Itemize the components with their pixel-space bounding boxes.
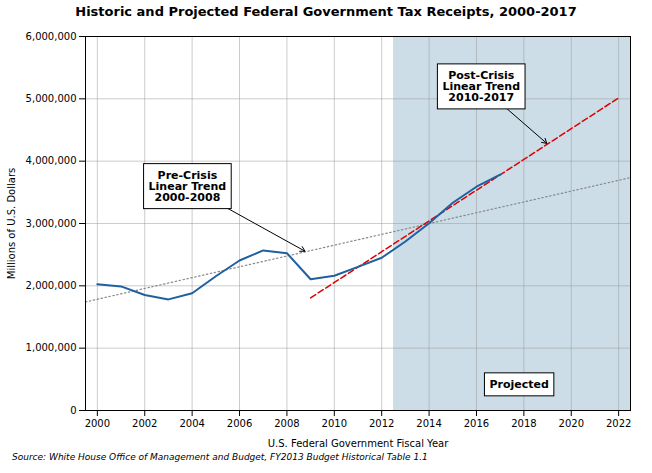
- svg-text:2022: 2022: [606, 418, 631, 429]
- svg-text:1,000,000: 1,000,000: [26, 342, 77, 353]
- svg-text:3,000,000: 3,000,000: [26, 218, 77, 229]
- svg-text:2014: 2014: [416, 418, 441, 429]
- svg-text:2,000,000: 2,000,000: [26, 280, 77, 291]
- svg-text:2020: 2020: [559, 418, 584, 429]
- svg-text:2002: 2002: [132, 418, 157, 429]
- svg-text:U.S. Federal Government Fiscal: U.S. Federal Government Fiscal Year: [268, 438, 449, 449]
- svg-text:2018: 2018: [511, 418, 536, 429]
- svg-text:2010: 2010: [322, 418, 347, 429]
- svg-text:2012: 2012: [369, 418, 394, 429]
- svg-text:0: 0: [70, 405, 76, 416]
- svg-text:2004: 2004: [179, 418, 204, 429]
- svg-text:4,000,000: 4,000,000: [26, 155, 77, 166]
- svg-text:6,000,000: 6,000,000: [26, 31, 77, 42]
- svg-text:Millions of U.S. Dollars: Millions of U.S. Dollars: [6, 168, 17, 279]
- svg-text:Projected: Projected: [489, 378, 548, 391]
- svg-text:Post-CrisisLinear Trend2010-20: Post-CrisisLinear Trend2010-2017: [442, 69, 520, 104]
- svg-text:2016: 2016: [464, 418, 489, 429]
- svg-text:2006: 2006: [227, 418, 252, 429]
- html-text:Source: White House Office of: Source: White House Office of Management…: [12, 452, 428, 462]
- svg-text:2008: 2008: [274, 418, 299, 429]
- svg-text:5,000,000: 5,000,000: [26, 93, 77, 104]
- svg-text:Pre-CrisisLinear Trend2000-200: Pre-CrisisLinear Trend2000-2008: [149, 169, 227, 204]
- html-text:Historic and Projected Federal: Historic and Projected Federal Governmen…: [75, 4, 577, 19]
- svg-text:2000: 2000: [85, 418, 110, 429]
